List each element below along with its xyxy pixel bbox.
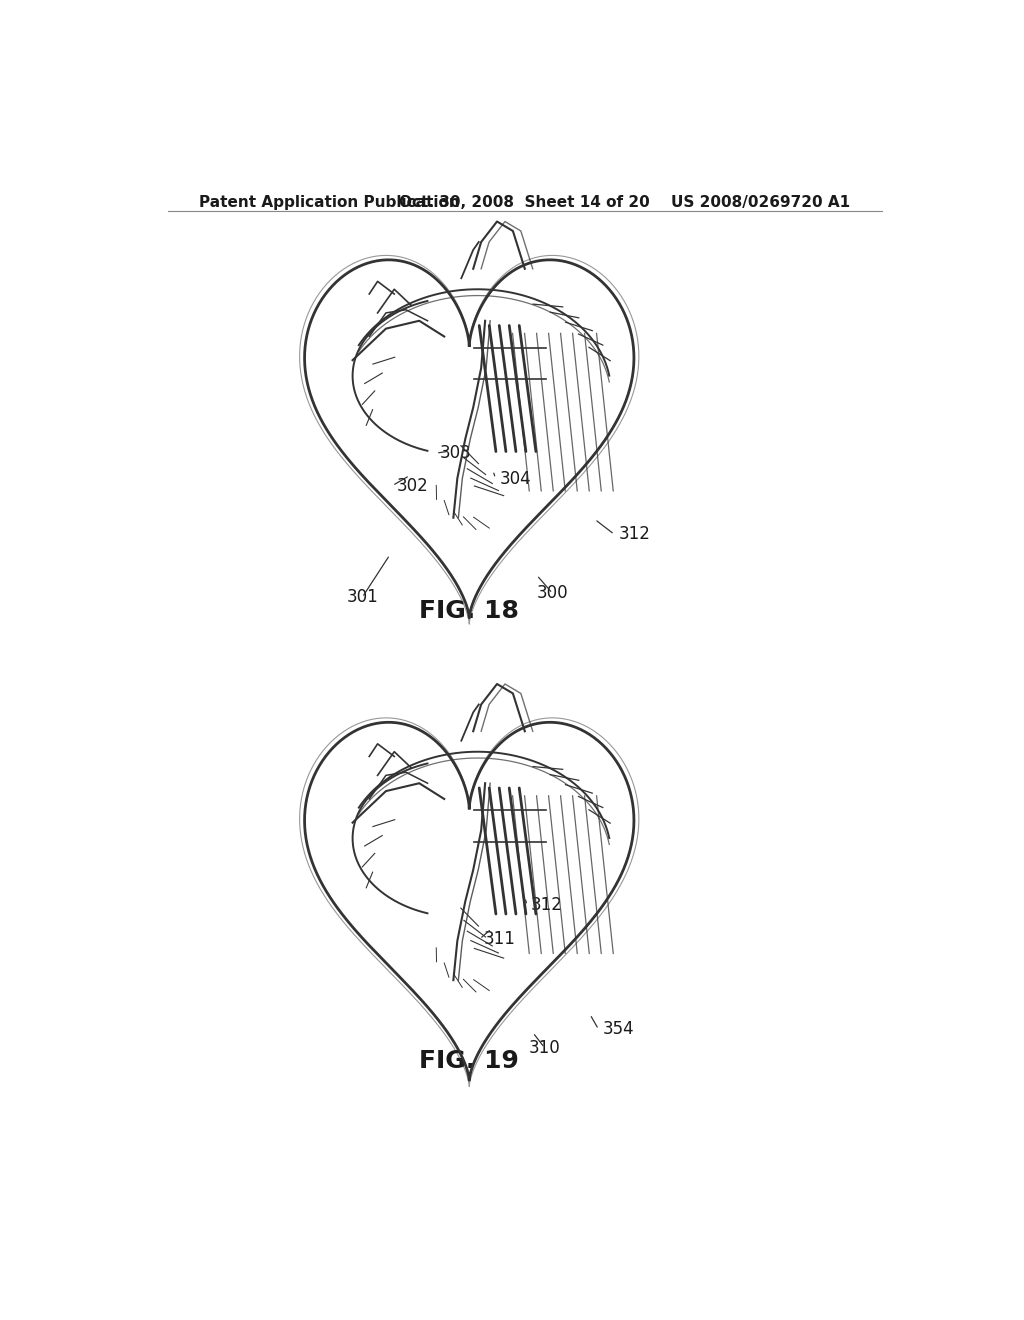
Text: FIG. 19: FIG. 19 [419, 1049, 519, 1073]
Text: Patent Application Publication: Patent Application Publication [200, 194, 460, 210]
Text: US 2008/0269720 A1: US 2008/0269720 A1 [671, 194, 850, 210]
Text: 311: 311 [483, 931, 515, 948]
Text: 301: 301 [346, 589, 378, 606]
Text: FIG. 18: FIG. 18 [419, 599, 519, 623]
Text: 310: 310 [528, 1039, 560, 1057]
Text: 312: 312 [618, 525, 650, 544]
Text: 300: 300 [537, 585, 568, 602]
Text: 304: 304 [500, 470, 531, 487]
Text: 312: 312 [531, 896, 563, 915]
Text: 303: 303 [440, 444, 472, 462]
Text: Oct. 30, 2008  Sheet 14 of 20: Oct. 30, 2008 Sheet 14 of 20 [399, 194, 650, 210]
Text: 302: 302 [396, 477, 428, 495]
Text: 354: 354 [602, 1020, 634, 1039]
